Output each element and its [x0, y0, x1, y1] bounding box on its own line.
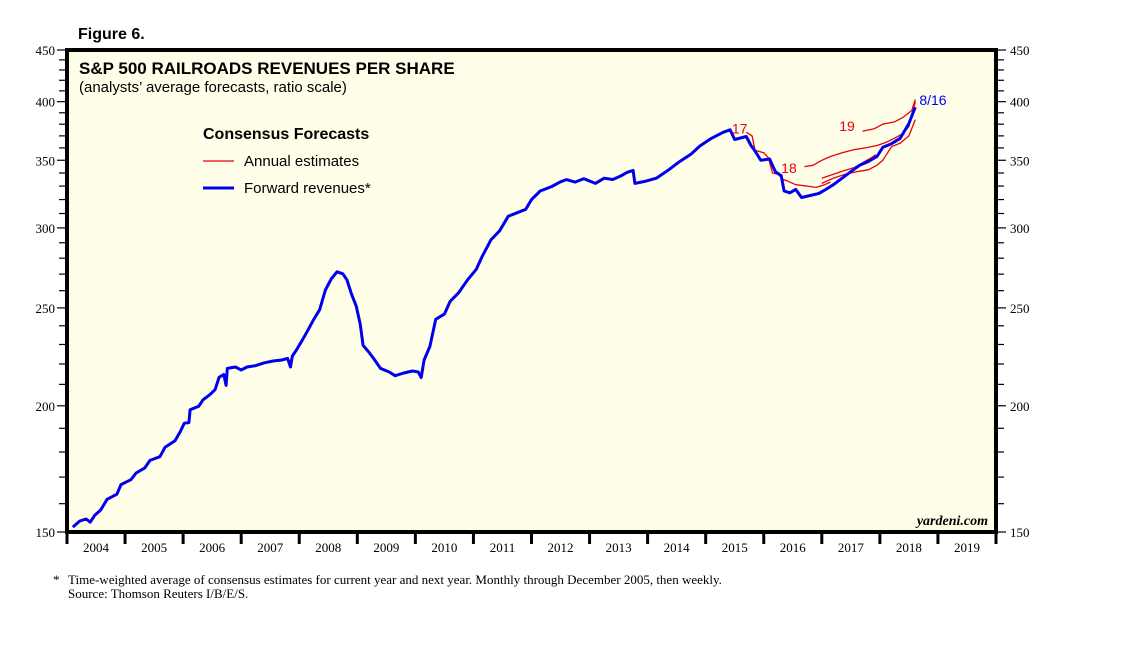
x-tick-label: 2012	[548, 540, 574, 555]
data-annotation: 17	[732, 121, 748, 137]
x-tick-label: 2004	[83, 540, 110, 555]
x-tick-label: 2005	[141, 540, 167, 555]
chart-title: S&P 500 RAILROADS REVENUES PER SHARE	[79, 59, 455, 78]
x-tick-label: 2017	[838, 540, 865, 555]
y-tick-label-left: 250	[36, 301, 56, 316]
plot-frame	[65, 48, 998, 534]
x-tick-label: 2014	[664, 540, 691, 555]
data-annotation: 18	[781, 160, 797, 176]
legend-label-forward: Forward revenues*	[244, 180, 371, 197]
x-tick-label: 2008	[315, 540, 341, 555]
series-line-annual-estimate	[862, 99, 916, 132]
y-tick-label-right: 300	[1010, 221, 1030, 236]
legend-title: Consensus Forecasts	[203, 126, 369, 143]
y-tick-label-left: 400	[36, 95, 56, 110]
data-annotation: 8/16	[919, 92, 946, 108]
y-tick-label-left: 450	[36, 43, 56, 58]
x-tick-label: 2019	[954, 540, 980, 555]
x-tick-label: 2006	[199, 540, 226, 555]
x-tick-label: 2011	[490, 540, 516, 555]
x-tick-label: 2009	[373, 540, 399, 555]
x-tick-label: 2015	[722, 540, 748, 555]
y-tick-label-right: 350	[1010, 153, 1030, 168]
y-axis-left: 150 200 250 300 350 400 450	[36, 43, 67, 540]
chart-subtitle: (analysts’ average forecasts, ratio scal…	[79, 79, 347, 96]
y-tick-label-right: 200	[1010, 399, 1030, 414]
y-tick-label-right: 450	[1010, 43, 1030, 58]
y-tick-label-right: 150	[1010, 525, 1030, 540]
x-tick-label: 2018	[896, 540, 922, 555]
footnote-marker: *	[53, 572, 60, 587]
legend: Consensus Forecasts Annual estimates For…	[203, 126, 371, 197]
y-tick-label-left: 350	[36, 153, 56, 168]
plot-area	[67, 50, 996, 532]
y-axis-right: 150 200 250 300 350 400 450	[996, 43, 1030, 540]
x-tick-label: 2007	[257, 540, 284, 555]
data-annotation: 19	[839, 118, 855, 134]
y-tick-label-right: 400	[1010, 95, 1030, 110]
footnote-line1: Time-weighted average of consensus estim…	[68, 572, 722, 587]
x-axis: 2004 2005 2006 2007 2008 2009 2010 2011 2012 2013…	[65, 532, 998, 555]
series-line-annual-estimate	[821, 119, 916, 184]
series-line-forward-revenues	[71, 106, 917, 529]
watermark: yardeni.com	[915, 514, 988, 529]
y-tick-label-left: 200	[36, 399, 56, 414]
y-tick-label-left: 300	[36, 221, 56, 236]
footnote-line2: Source: Thomson Reuters I/B/E/S.	[68, 586, 248, 601]
y-tick-label-left: 150	[36, 525, 56, 540]
x-tick-label: 2016	[780, 540, 807, 555]
legend-label-annual: Annual estimates	[244, 153, 359, 170]
footnote: * Time-weighted average of consensus est…	[53, 572, 722, 601]
x-tick-label: 2010	[431, 540, 457, 555]
series-layer	[71, 99, 917, 529]
annotations: 17 18 19 8/16	[732, 92, 947, 176]
y-tick-label-right: 250	[1010, 301, 1030, 316]
figure-label: Figure 6.	[78, 26, 145, 43]
x-tick-label: 2013	[606, 540, 632, 555]
